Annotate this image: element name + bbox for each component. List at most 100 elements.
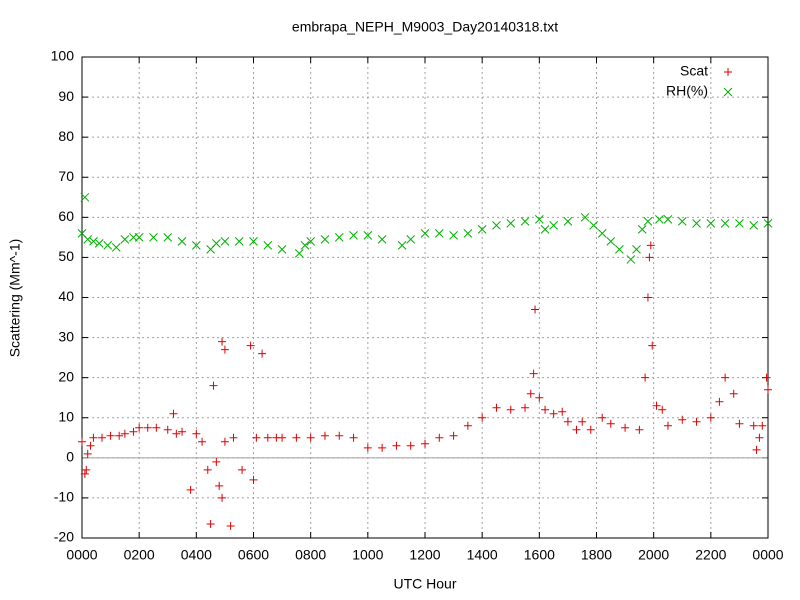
data-point [655,214,664,224]
data-point [294,249,304,258]
data-point [578,417,587,426]
data-point [78,437,86,446]
x-tick-label: 1400 [467,547,498,563]
data-point [449,431,458,440]
data-point [749,421,758,430]
y-tick-label: 70 [58,168,74,184]
data-point [762,373,771,382]
y-tick-label: 60 [58,208,74,224]
data-point [764,385,772,394]
data-point [349,433,358,442]
data-point [397,241,407,250]
data-point [531,305,540,314]
data-point [177,237,187,246]
data-point [692,417,701,426]
data-point [641,373,650,382]
data-point [477,225,487,234]
data-point [643,293,652,302]
data-point [220,237,230,246]
data-point [277,245,287,254]
y-tick-label: 50 [58,248,74,264]
chart-title: embrapa_NEPH_M9003_Day20140318.txt [292,19,558,35]
x-tick-label: 0600 [238,547,269,563]
data-point [421,439,429,448]
data-point [378,443,387,452]
data-point [89,433,98,442]
data-point [721,373,730,382]
data-point [449,231,458,240]
data-point [706,413,715,422]
x-tick-label: 1200 [409,547,440,563]
data-point [563,417,572,426]
y-tick-label: 20 [58,368,74,384]
data-point [186,485,195,494]
y-tick-label: 90 [58,88,74,104]
data-point [320,235,330,244]
data-point [89,237,98,246]
data-point [198,437,207,446]
data-point [632,245,641,254]
data-point [220,437,229,446]
data-point [645,253,654,262]
data-point [506,405,515,414]
x-tick-label: 1600 [524,547,555,563]
data-point [238,465,247,474]
data-point [541,405,550,414]
data-point [98,433,107,442]
data-point [606,237,616,246]
data-point [563,216,573,226]
data-point [120,429,129,438]
data-point [549,220,558,230]
data-point [635,425,644,434]
data-point [658,405,667,414]
data-point [169,409,178,418]
data-point [706,218,716,228]
data-point [558,407,567,416]
data-point [758,421,767,430]
plot-frame [81,56,769,539]
data-point [306,433,315,442]
data-point [120,235,130,244]
legend-label: Scat [680,63,708,79]
data-point [435,433,444,442]
data-point [83,235,93,244]
y-tick-label: 0 [66,449,74,465]
data-point [406,441,415,450]
y-tick-label: 100 [51,48,75,64]
x-tick-label: 2000 [638,547,669,563]
data-point [735,218,744,228]
data-point [377,235,387,244]
data-point [83,449,92,458]
data-point [152,423,161,432]
data-point [143,423,152,432]
data-point [215,481,224,490]
y-tick-label: -20 [54,529,74,545]
x-tick-label: 2200 [695,547,726,563]
data-point [129,427,138,436]
x-tick-label: 1800 [581,547,612,563]
data-point [606,419,615,428]
data-point [663,421,672,430]
data-point [246,341,255,350]
data-point [203,465,212,474]
data-point [652,401,661,410]
data-point [506,218,516,228]
data-point [597,229,607,238]
data-point [406,235,416,244]
y-axis-label: Scattering (Mm^-1) [7,239,23,358]
data-point [549,409,558,418]
x-tick-label: 0000 [752,547,783,563]
data-point [677,216,687,226]
data-point [646,241,655,250]
data-point [763,218,773,228]
data-point [218,493,227,502]
data-point [434,229,444,238]
data-point [535,393,544,402]
data-point [218,337,227,346]
data-point [463,229,473,238]
legend-label: RH(%) [666,83,708,99]
data-point [220,345,229,354]
data-point [572,425,581,434]
data-point [134,233,144,242]
